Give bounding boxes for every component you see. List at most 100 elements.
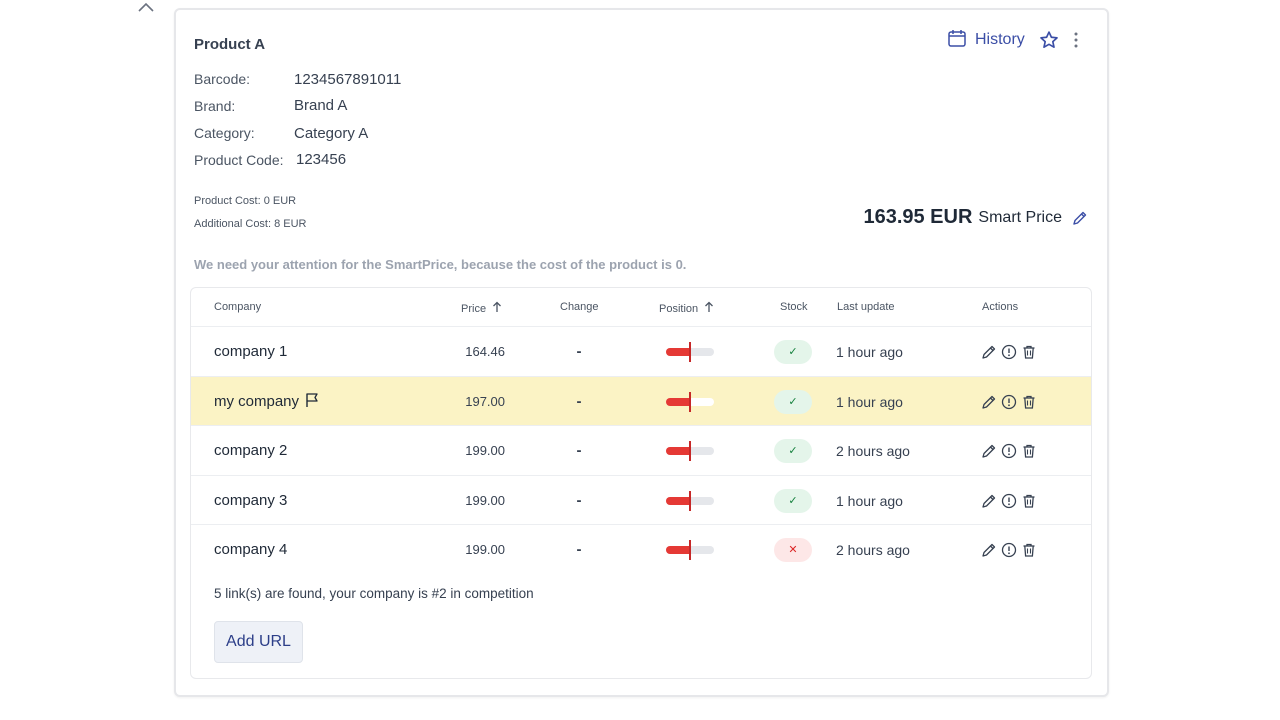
column-header-price[interactable]: Price [461,301,502,316]
stock-badge: ✓ [774,438,812,463]
actions-cell [981,476,1037,525]
more-vertical-icon[interactable] [1071,29,1081,51]
position-fill [666,446,690,455]
position-fill [666,347,690,356]
calendar-icon [947,28,967,53]
category-label: Category: [194,125,255,141]
stock-badge: ✓ [774,339,812,364]
pencil-icon[interactable] [981,344,997,360]
column-header-company[interactable]: Company [214,301,261,313]
history-button[interactable]: History [947,28,1025,53]
exclamation-circle-icon[interactable] [1001,542,1017,558]
pencil-icon[interactable] [981,542,997,558]
competition-summary: 5 link(s) are found, your company is #2 … [214,586,534,601]
change-cell: - [576,393,582,410]
exclamation-circle-icon[interactable] [1001,344,1017,360]
trash-icon[interactable] [1021,443,1037,459]
price-cell: 199.00 [465,493,505,508]
last-update-cell: 1 hour ago [836,393,903,410]
exclamation-circle-icon[interactable] [1001,394,1017,410]
smart-price: 163.95 EUR Smart Price [863,206,1090,229]
star-icon[interactable] [1039,29,1061,51]
stock-badge: ✓ [774,488,812,513]
position-fill [666,545,690,554]
table-row[interactable]: company 1 164.46 - ✓ 1 hour ago [191,326,1091,375]
actions-cell [981,327,1037,376]
actions-cell [981,525,1037,574]
price-cell: 199.00 [465,542,505,557]
company-name: my company [214,393,300,410]
exclamation-circle-icon[interactable] [1001,493,1017,509]
last-update-cell: 2 hours ago [836,442,910,459]
column-header-change-label: Change [560,301,599,313]
trash-icon[interactable] [1021,394,1037,410]
product-cost: Product Cost: 0 EUR [194,195,297,207]
position-bar [666,341,714,362]
price-cell: 164.46 [465,344,505,359]
column-header-stock[interactable]: Stock [780,301,808,313]
stock-cell: ✓ [773,377,813,426]
flag-icon [305,392,319,412]
stock-badge: ✕ [774,537,812,562]
company-name: company 2 [214,442,288,459]
price-cell: 199.00 [465,443,505,458]
last-update-cell: 1 hour ago [836,492,903,509]
column-header-position[interactable]: Position [659,301,714,316]
actions-cell [981,426,1037,475]
company-cell: company 2 [214,426,287,475]
last-update-cell: 1 hour ago [836,343,903,360]
trash-icon[interactable] [1021,542,1037,558]
exclamation-circle-icon[interactable] [1001,443,1017,459]
position-bar [666,490,714,511]
column-header-last-update-label: Last update [837,301,895,313]
company-cell: company 4 [214,525,287,574]
position-cell [666,525,714,574]
column-header-stock-label: Stock [780,301,808,313]
pencil-icon[interactable] [981,443,997,459]
column-header-price-label: Price [461,302,487,315]
company-cell: my company [214,377,319,426]
smart-price-value: 163.95 EUR [863,206,973,228]
stock-cell: ✓ [773,426,813,475]
column-header-last-update[interactable]: Last update [837,301,895,313]
trash-icon[interactable] [1021,344,1037,360]
position-bar [666,539,714,560]
arrow-up-icon [704,301,714,316]
change-cell: - [576,492,582,509]
history-label: History [975,31,1025,48]
last-update-cell: 2 hours ago [836,541,910,558]
position-cell [666,327,714,376]
position-bar [666,440,714,461]
stock-cell: ✓ [773,476,813,525]
competitor-table: Company Price Change Position Stock Last… [190,287,1092,679]
table-row[interactable]: company 2 199.00 - ✓ 2 hours ago [191,425,1091,474]
barcode-label: Barcode: [194,71,251,87]
column-header-actions: Actions [982,301,1018,313]
arrow-up-icon [492,301,502,316]
chevron-up-icon[interactable] [137,0,155,12]
company-name: company 4 [214,541,288,558]
product-title: Product A [194,36,266,53]
add-url-button[interactable]: Add URL [214,621,303,663]
product-code-label: Product Code: [194,152,284,168]
table-row[interactable]: company 3 199.00 - ✓ 1 hour ago [191,475,1091,524]
position-fill [666,397,690,406]
pencil-icon[interactable] [981,394,997,410]
stock-cell: ✕ [773,525,813,574]
trash-icon[interactable] [1021,493,1037,509]
position-marker [689,440,691,461]
table-row[interactable]: my company 197.00 - ✓ 1 hour ago [191,376,1091,425]
table-row[interactable]: company 4 199.00 - ✕ 2 hours ago [191,524,1091,573]
category-value: Category A [294,125,369,142]
smart-price-label: Smart Price [978,208,1062,226]
column-header-change[interactable]: Change [560,301,599,313]
position-marker [689,391,691,412]
position-cell [666,426,714,475]
change-cell: - [576,343,582,360]
column-header-actions-label: Actions [982,301,1019,313]
brand-value: Brand A [294,97,348,114]
stock-cell: ✓ [773,327,813,376]
column-header-company-label: Company [214,301,262,313]
pencil-icon[interactable] [981,493,997,509]
pencil-icon[interactable] [1072,209,1090,227]
